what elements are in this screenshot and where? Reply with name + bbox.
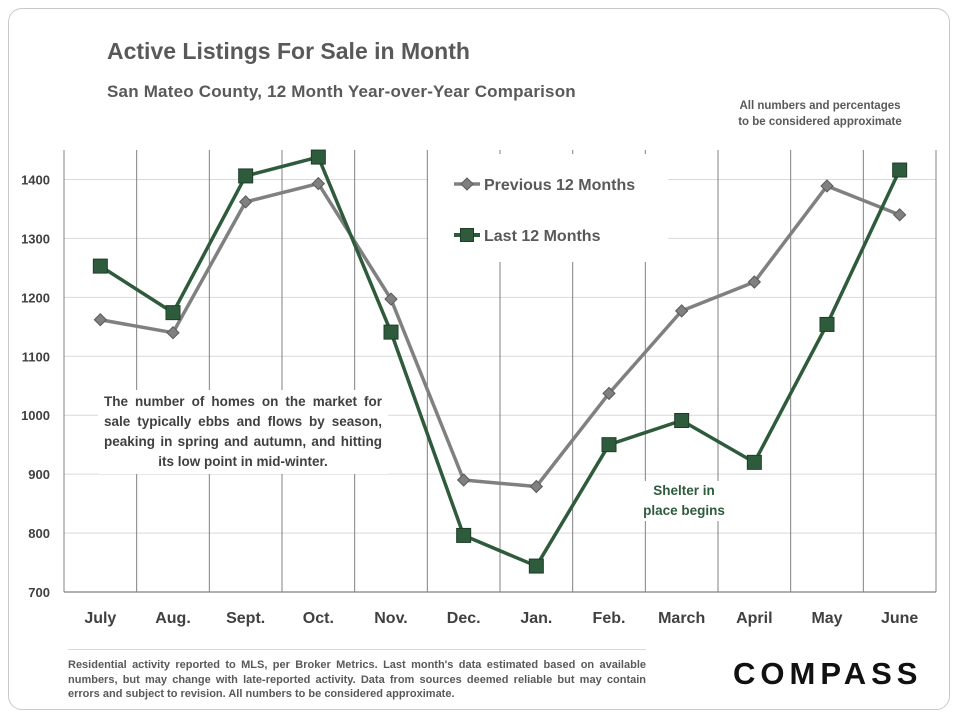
chart-frame <box>8 8 950 710</box>
data-point-last <box>819 316 835 332</box>
legend-label-last: Last 12 Months <box>484 228 601 245</box>
data-point-last <box>892 162 908 178</box>
series-line-previous <box>100 181 901 489</box>
data-point-last <box>601 437 617 453</box>
data-point-previous <box>384 292 398 306</box>
x-tick-label: Sept. <box>226 610 265 627</box>
data-point-last <box>310 149 326 165</box>
data-point-last <box>92 258 108 274</box>
legend-label-previous: Previous 12 Months <box>484 177 635 194</box>
compass-logo: COMPASS <box>733 656 923 691</box>
x-tick-label: July <box>84 610 116 627</box>
shelter-line-1: Shelter in <box>653 483 715 498</box>
series-line-last <box>99 155 902 568</box>
shelter-in-place-annotation: Shelter in place begins <box>624 481 744 521</box>
y-tick-label-700: 700 <box>28 585 50 600</box>
data-point-previous <box>456 473 471 487</box>
chart-title: Active Listings For Sale in Month <box>107 38 470 64</box>
y-tick-label-1200: 1200 <box>21 290 50 305</box>
footer-note: Residential activity reported to MLS, pe… <box>68 649 646 702</box>
y-tick-label-1100: 1100 <box>22 349 50 364</box>
x-tick-label: Aug. <box>155 610 191 627</box>
x-tick-label: Jan. <box>520 610 552 627</box>
chart-subtitle: San Mateo County, 12 Month Year-over-Yea… <box>107 82 576 101</box>
y-tick-label-800: 800 <box>28 526 50 541</box>
y-tick-label-1300: 1300 <box>21 231 50 246</box>
y-tick-label-1400: 1400 <box>21 172 50 187</box>
x-tick-label: Nov. <box>374 610 407 627</box>
data-point-last <box>528 558 544 574</box>
legend-box <box>428 154 668 262</box>
data-point-last <box>674 413 690 429</box>
approximation-disclaimer: All numbers and percentages to be consid… <box>700 98 940 130</box>
x-tick-label: May <box>811 610 842 627</box>
data-point-previous <box>93 313 108 327</box>
data-point-previous <box>674 304 689 318</box>
data-point-previous <box>529 479 544 494</box>
data-point-last <box>456 527 472 543</box>
data-point-previous <box>747 275 762 289</box>
data-point-last <box>746 454 762 470</box>
data-point-previous <box>311 176 326 191</box>
y-tick-label-900: 900 <box>28 467 50 482</box>
data-point-last <box>238 168 254 184</box>
data-point-previous <box>238 195 253 209</box>
data-point-previous <box>166 325 180 340</box>
x-tick-label: March <box>658 610 705 627</box>
x-tick-label: Feb. <box>593 610 626 627</box>
legend-marker-last <box>460 228 474 242</box>
legend-marker-previous <box>460 177 474 191</box>
shelter-line-2: place begins <box>643 503 725 518</box>
seasonal-annotation: The number of homes on the market for sa… <box>98 390 388 474</box>
x-tick-label: June <box>881 610 918 627</box>
data-point-last <box>165 305 181 321</box>
data-point-last <box>383 324 399 340</box>
x-tick-label: Oct. <box>303 610 334 627</box>
x-tick-label: Dec. <box>447 610 481 627</box>
data-point-previous <box>602 386 616 401</box>
x-tick-label: April <box>736 610 772 627</box>
disclaimer-line-1: All numbers and percentages <box>739 100 901 112</box>
disclaimer-line-2: to be considered approximate <box>738 116 902 128</box>
data-point-previous <box>892 208 907 222</box>
y-tick-label-1000: 1000 <box>21 408 50 423</box>
data-point-previous <box>820 179 834 193</box>
